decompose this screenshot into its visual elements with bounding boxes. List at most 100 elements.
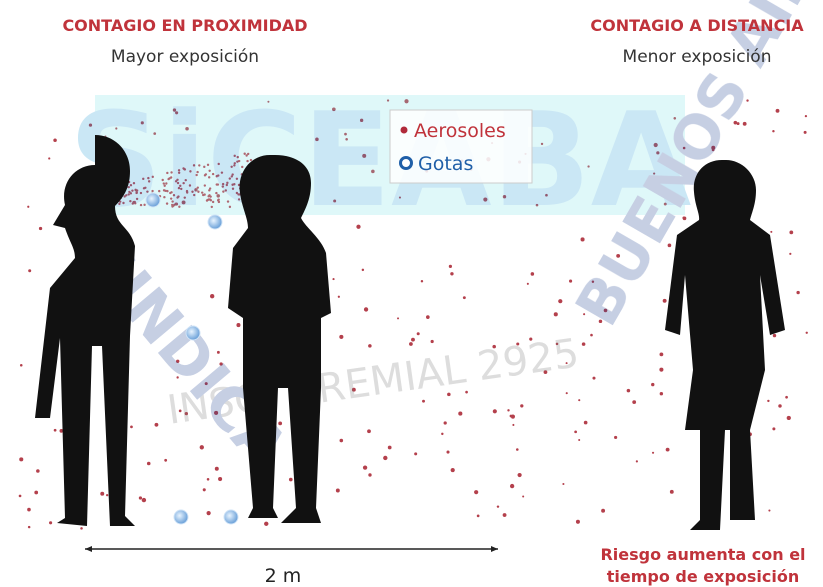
aerosol-dot [362,269,364,271]
aerosol-dot [421,280,423,282]
aerosol-dot [54,429,57,432]
aerosol-dot [203,488,206,491]
aerosol-dot [367,429,371,433]
aerosol-dot [789,230,793,234]
aerosol-dot [422,400,425,403]
watermark-logo: SiCEABA [69,84,692,236]
aerosol-dot [806,332,808,334]
aerosol-dot [207,511,211,515]
aerosol-dot [207,478,210,481]
aerosol-dot [584,421,588,425]
aerosol-dot [449,265,452,268]
aerosol-dot [581,237,585,241]
aerosol-dot [409,342,413,346]
aerosol-dot [582,342,586,346]
aerosol-dot [652,452,654,454]
aerosol-dot [804,131,807,134]
aerosol-dot [80,527,83,530]
aerosol-dot [368,344,372,348]
aerosol-dot [627,389,631,393]
aerosol-dot [338,296,340,298]
aerosol-dot [569,280,572,283]
aerosol-dot [512,424,514,426]
aerosol-dot [388,446,392,450]
aerosol-dot [493,409,497,413]
aerosol-dot [49,521,52,524]
aerosol-dot [772,130,774,132]
aerosol-dot [27,508,31,512]
aerosol-dot [463,296,466,299]
aerosol-dot [451,468,455,472]
aerosol-dot [458,412,462,416]
aerosol-dot [431,340,434,343]
legend-item: Gotas [418,153,473,175]
aerosol-dot [789,253,791,255]
aerosol-dot [520,404,523,407]
aerosol-dot [770,231,772,233]
aerosol-dot [776,109,780,113]
aerosol-dot [516,448,519,451]
distance-label: 2 m [265,565,302,587]
aerosol-dot [576,520,580,524]
aerosol-dot [106,494,108,496]
aerosol-dot [592,377,595,380]
legend-aerosol-icon [401,127,408,134]
aerosol-dot [27,206,29,208]
aerosol-dot [474,490,478,494]
droplet [186,326,200,340]
aerosol-dot [527,283,529,285]
aerosol-dot [100,492,104,496]
aerosol-dot [28,526,30,528]
aerosol-dot [636,460,638,462]
aerosol-dot [368,473,371,476]
droplet [146,193,160,207]
aerosol-dot [215,467,219,471]
aerosol-dot [785,396,788,399]
legend-item: Aerosoles [414,120,506,142]
aerosol-dot [147,462,151,466]
aerosol-dot [155,423,159,427]
aerosol-dot [130,426,133,429]
aerosol-dot [477,515,480,518]
right-subtitle: Menor exposición [623,47,772,67]
aerosol-dot [218,477,222,481]
aerosol-dot [34,491,38,495]
right-title: CONTAGIO A DISTANCIA [590,16,804,35]
aerosol-dot [289,478,293,482]
aerosol-dot [511,415,515,419]
droplet [224,510,238,524]
aerosol-dot [659,368,663,372]
aerosol-dot [531,272,535,276]
aerosol-dot [139,496,142,499]
aerosol-dot [339,335,343,339]
aerosol-dot [444,421,447,424]
aerosol-dot [53,138,57,142]
aerosol-dot [19,457,23,461]
aerosol-dot [554,312,558,316]
aerosol-dot [200,445,204,449]
aerosol-dot [663,299,667,303]
note-line: Riesgo aumenta con el [600,545,805,564]
aerosol-dot [666,448,670,452]
aerosol-dot [417,332,420,335]
aerosol-dot [660,392,663,395]
aerosol-dot [142,498,146,502]
aerosol-dot [411,338,415,342]
aerosol-dot [36,469,40,473]
aerosol-dot [264,522,268,526]
aerosol-dot [19,495,22,498]
aerosol-dot [39,227,42,230]
legend: Aerosoles Gotas [390,110,532,183]
aerosol-dot [796,291,799,294]
aerosol-dot [450,272,453,275]
legend-droplet-icon [401,158,412,169]
infographic: SiCEABA INSC. GREMIAL 2925 SINDICA BUENO… [0,0,823,587]
aerosol-dot [441,433,443,435]
aerosol-dot [497,505,499,507]
aerosol-dot [414,452,417,455]
aerosol-dot [578,399,580,401]
aerosol-dot [651,383,654,386]
aerosol-dot [805,115,807,117]
aerosol-dot [446,451,449,454]
page: SiCEABA INSC. GREMIAL 2925 SINDICA BUENO… [0,0,823,587]
